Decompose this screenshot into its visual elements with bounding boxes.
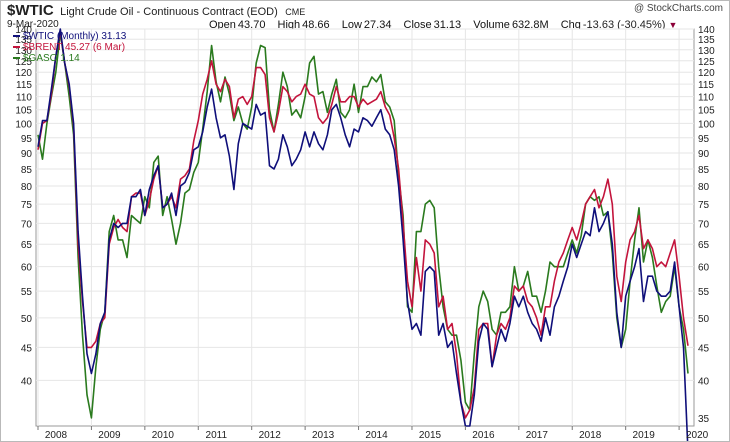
y-tick-label-right: 80 [698,182,710,193]
y-tick-label-left: 90 [21,149,33,160]
gaso-line [37,32,689,419]
y-tick-label-right: 135 [698,35,715,46]
x-tick-label: 2017 [526,430,549,441]
low-value: 27.34 [363,19,392,31]
y-tick-label-right: 115 [698,80,714,91]
volume-value: 632.8M [511,19,549,31]
high-label: High [277,19,301,31]
x-tick-label: 2009 [98,430,121,441]
volume-label: Volume [473,19,510,31]
y-tick-label-left: 85 [21,165,33,176]
y-tick-label-left: 80 [21,182,33,193]
ticker-symbol[interactable]: $WTIC [7,2,54,19]
y-tick-label-left: 65 [21,240,33,251]
y-tick-label-left: 135 [15,35,32,46]
legend-item-wtic: $WTIC (Monthly) 31.13 [13,31,126,42]
x-tick-label: 2018 [579,430,602,441]
y-tick-label-left: 100 [15,119,32,130]
y-tick-label-right: 140 [698,25,715,36]
y-tick-label-right: 125 [698,57,715,68]
down-triangle-icon: ▼ [668,20,678,30]
x-tick-label: 2014 [365,430,388,441]
open-value: 43.70 [237,19,266,31]
exchange-label: CME [285,7,306,17]
y-tick-label-right: 105 [698,106,715,117]
ticker-description: Light Crude Oil - Continuous Contract (E… [60,6,278,18]
x-tick-label: 2008 [45,430,68,441]
y-tick-label-right: 120 [698,68,715,79]
y-tick-label-right: 100 [698,119,715,130]
x-tick-label: 2019 [633,430,656,441]
y-tick-label-right: 70 [698,219,710,230]
x-tick-label: 2016 [472,430,495,441]
y-tick-label-right: 50 [698,314,710,325]
chart-date: 9-Mar-2020 [7,19,59,30]
y-tick-label-right: 45 [698,343,710,354]
x-tick-label: 2012 [259,430,282,441]
legend-item-gaso: $GASO 1.14 [13,53,126,64]
y-tick-label-left: 75 [21,200,33,211]
ohlc-summary: Open 43.70 High 48.66 Low 27.34 Close 31.13 … [209,19,677,31]
y-tick-label-right: 90 [698,149,710,160]
y-tick-label-right: 75 [698,200,710,211]
legend-swatch [13,46,20,49]
y-tick-label-left: 125 [15,57,32,68]
x-tick-label: 2013 [312,430,335,441]
y-tick-label-left: 70 [21,219,33,230]
y-tick-label-left: 55 [21,287,33,298]
chart-legend: $WTIC (Monthly) 31.13 $BRENT 45.27 (6 Ma… [13,31,126,64]
plot-area [35,28,695,427]
y-tick-label-right: 60 [698,263,710,274]
copyright-notice[interactable]: @ StockCharts.com [633,3,723,14]
y-tick-label-right: 40 [698,376,710,387]
open-label: Open [209,19,236,31]
legend-swatch [13,57,20,60]
y-tick-label-left: 60 [21,263,33,274]
x-tick-label: 2011 [206,430,228,441]
y-tick-label-right: 95 [698,134,710,145]
x-tick-label: 2015 [419,430,442,441]
y-tick-label-right: 110 [698,93,714,104]
y-tick-label-left: 40 [21,376,33,387]
legend-label: $GASO 1.14 [23,53,80,64]
y-tick-label-left: 120 [15,68,32,79]
y-tick-label-left: 50 [21,314,33,325]
x-tick-label: 2020 [686,430,709,441]
legend-swatch [13,35,20,38]
y-tick-label-right: 35 [698,414,710,425]
y-tick-label-right: 85 [698,165,710,176]
y-tick-label-right: 55 [698,287,710,298]
high-value: 48.66 [302,19,330,31]
y-tick-label-right: 130 [698,46,715,57]
low-label: Low [341,19,362,31]
y-tick-label-left: 140 [15,25,32,36]
y-tick-label-left: 115 [16,80,32,91]
x-tick-label: 2010 [152,430,175,441]
y-tick-label-left: 110 [16,93,32,104]
chg-value: -13.63 (-30.45%) [582,19,666,31]
y-tick-label-left: 130 [15,46,32,57]
wtic-line [37,28,689,441]
y-tick-label-left: 95 [21,134,33,145]
y-tick-label-right: 65 [698,240,710,251]
y-tick-label-left: 45 [21,343,33,354]
close-value: 31.13 [433,19,462,31]
y-tick-label-left: 105 [15,106,32,117]
chg-label: Chg [560,19,581,31]
close-label: Close [403,19,432,31]
legend-label: $WTIC (Monthly) 31.13 [23,31,127,42]
chart-header: $WTIC Light Crude Oil - Continuous Contr… [7,2,305,20]
legend-item-brent: $BRENT 45.27 (6 Mar) [13,42,126,53]
legend-label: $BRENT 45.27 (6 Mar) [23,42,126,53]
